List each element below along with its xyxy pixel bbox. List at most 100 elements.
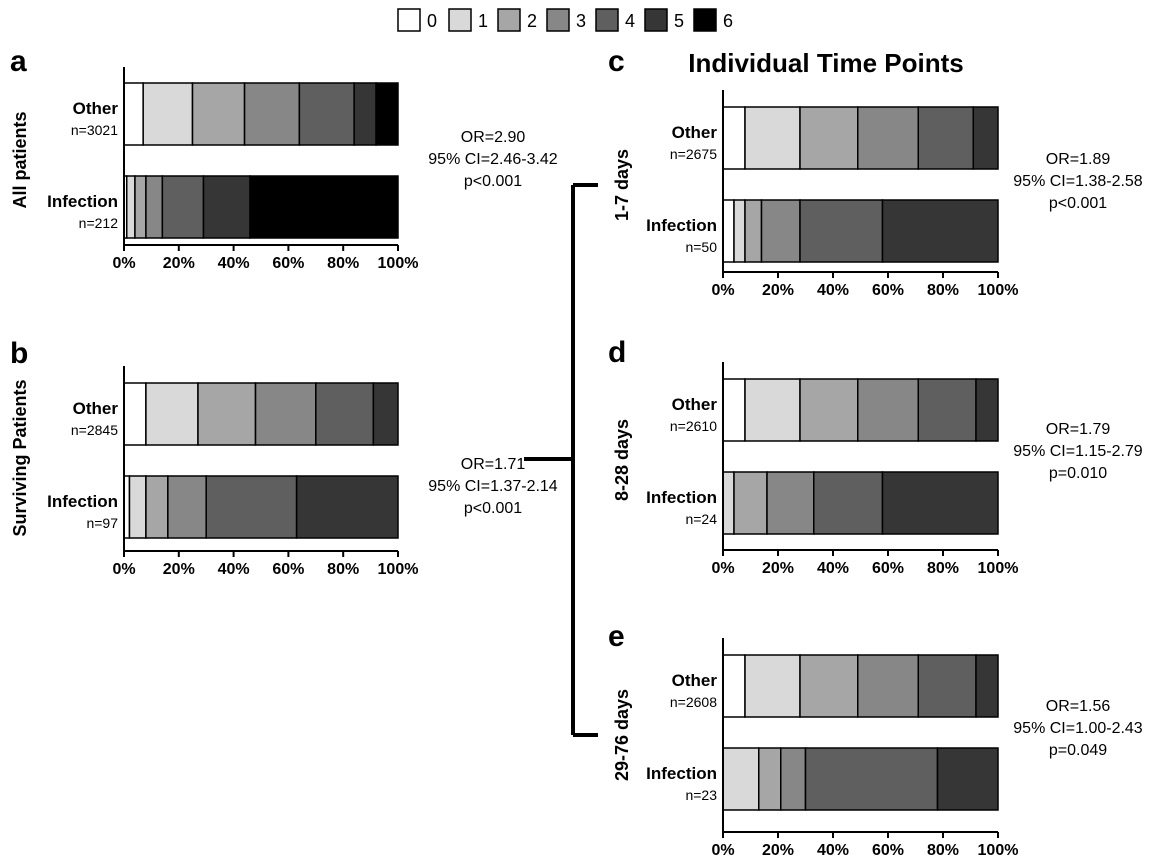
bar-segment-score-2 bbox=[191, 82, 246, 146]
legend-label-1: 1 bbox=[478, 11, 488, 31]
bar-segment-score-0 bbox=[722, 106, 746, 170]
panel-letter: b bbox=[10, 337, 28, 370]
bar-segment-score-2 bbox=[744, 199, 763, 263]
bar-segment-score-3 bbox=[766, 471, 815, 535]
bar-segment-score-1 bbox=[722, 471, 735, 535]
stat-line: 95% CI=1.38-2.58 bbox=[1013, 173, 1143, 190]
bar-segment-score-0 bbox=[123, 82, 144, 146]
bar-row-infection bbox=[123, 475, 399, 539]
x-tick-label: 100% bbox=[978, 842, 1019, 858]
bar-segment-score-1 bbox=[128, 475, 147, 539]
bar-segment-score-2 bbox=[799, 106, 859, 170]
x-tick-label: 100% bbox=[978, 560, 1019, 577]
x-tick-label: 40% bbox=[218, 255, 250, 272]
row-n-label: n=50 bbox=[685, 239, 717, 255]
stat-line: OR=1.79 bbox=[1046, 421, 1111, 438]
bar-segment-score-3 bbox=[243, 82, 301, 146]
row-label: Other bbox=[672, 123, 718, 142]
bar-segment-score-3 bbox=[857, 378, 919, 442]
bar-segment-score-4 bbox=[205, 475, 298, 539]
stat-line: p=0.049 bbox=[1049, 742, 1107, 759]
x-tick-label: 60% bbox=[272, 255, 304, 272]
legend-label-0: 0 bbox=[427, 11, 437, 31]
row-label: Infection bbox=[646, 488, 717, 507]
x-tick-label: 80% bbox=[927, 842, 959, 858]
bar-segment-score-5 bbox=[295, 475, 399, 539]
row-label: Other bbox=[672, 395, 718, 414]
bar-segment-score-4 bbox=[813, 471, 884, 535]
x-tick-label: 0% bbox=[112, 255, 135, 272]
row-n-label: n=24 bbox=[685, 511, 717, 527]
row-n-label: n=212 bbox=[79, 215, 119, 231]
legend-label-2: 2 bbox=[527, 11, 537, 31]
x-tick-label: 60% bbox=[872, 560, 904, 577]
row-n-label: n=2675 bbox=[670, 146, 717, 162]
bar-row-other bbox=[722, 654, 999, 718]
bar-segment-score-4 bbox=[917, 106, 974, 170]
x-tick-label: 0% bbox=[711, 282, 734, 299]
row-n-label: n=2608 bbox=[670, 694, 717, 710]
legend-swatch-1 bbox=[448, 8, 472, 32]
row-label: Infection bbox=[646, 216, 717, 235]
row-label: Infection bbox=[47, 192, 118, 211]
bar-segment-score-5 bbox=[353, 82, 377, 146]
bar-segment-score-0 bbox=[722, 199, 735, 263]
bar-segment-score-1 bbox=[145, 382, 199, 446]
bar-segment-score-2 bbox=[733, 471, 768, 535]
legend-label-6: 6 bbox=[723, 11, 733, 31]
bar-segment-score-2 bbox=[197, 382, 257, 446]
bar-segment-score-1 bbox=[744, 378, 801, 442]
x-tick-label: 20% bbox=[762, 842, 794, 858]
x-tick-label: 80% bbox=[927, 560, 959, 577]
stat-line: OR=2.90 bbox=[461, 129, 526, 146]
bar-segment-score-3 bbox=[760, 199, 801, 263]
stat-line: 95% CI=1.37-2.14 bbox=[428, 478, 558, 495]
panel-a: a All patients Other n=3021 Infection n=212 0%… bbox=[10, 45, 558, 272]
bar-segment-score-5 bbox=[972, 106, 999, 170]
bar-segment-score-5 bbox=[881, 471, 999, 535]
x-tick-label: 0% bbox=[711, 560, 734, 577]
bar-segment-score-5 bbox=[202, 175, 251, 239]
bar-segment-score-1 bbox=[125, 175, 136, 239]
group-label: All patients bbox=[10, 111, 30, 208]
x-tick-label: 40% bbox=[218, 561, 250, 578]
bar-segment-score-6 bbox=[249, 175, 399, 239]
x-tick-label: 0% bbox=[112, 561, 135, 578]
legend-swatch-2 bbox=[497, 8, 521, 32]
legend-swatch-5 bbox=[644, 8, 668, 32]
row-n-label: n=3021 bbox=[71, 122, 118, 138]
stat-line: p<0.001 bbox=[464, 173, 522, 190]
bar-segment-score-3 bbox=[167, 475, 207, 539]
row-n-label: n=2845 bbox=[71, 422, 118, 438]
x-tick-label: 100% bbox=[978, 282, 1019, 299]
legend-swatch-6 bbox=[693, 8, 717, 32]
bar-segment-score-2 bbox=[799, 654, 859, 718]
x-tick-label: 80% bbox=[927, 282, 959, 299]
bar-segment-score-4 bbox=[799, 199, 884, 263]
stat-line: 95% CI=2.46-3.42 bbox=[428, 151, 558, 168]
row-label: Other bbox=[73, 399, 119, 418]
stat-line: p<0.001 bbox=[464, 500, 522, 517]
bar-segment-score-5 bbox=[936, 747, 999, 811]
x-tick-label: 40% bbox=[817, 560, 849, 577]
stat-line: p<0.001 bbox=[1049, 195, 1107, 212]
stat-line: OR=1.89 bbox=[1046, 151, 1111, 168]
bar-row-other bbox=[722, 106, 999, 170]
panel-letter: a bbox=[10, 45, 27, 78]
row-n-label: n=2610 bbox=[670, 418, 717, 434]
panel-d: d 8-28 days Other n=2610 Infection n=24 0% 20% 4… bbox=[608, 336, 1143, 577]
bar-row-infection bbox=[722, 471, 999, 535]
x-tick-label: 40% bbox=[817, 842, 849, 858]
panel-letter: d bbox=[608, 336, 626, 369]
stat-line: OR=1.71 bbox=[461, 456, 526, 473]
x-tick-label: 100% bbox=[378, 255, 419, 272]
legend-swatch-4 bbox=[595, 8, 619, 32]
bar-segment-score-4 bbox=[298, 82, 355, 146]
group-label: 1-7 days bbox=[612, 149, 632, 221]
x-tick-label: 20% bbox=[762, 282, 794, 299]
bar-row-infection bbox=[123, 175, 399, 239]
bar-segment-score-2 bbox=[145, 475, 169, 539]
panel-letter: c bbox=[608, 45, 625, 78]
bar-segment-score-0 bbox=[123, 382, 147, 446]
